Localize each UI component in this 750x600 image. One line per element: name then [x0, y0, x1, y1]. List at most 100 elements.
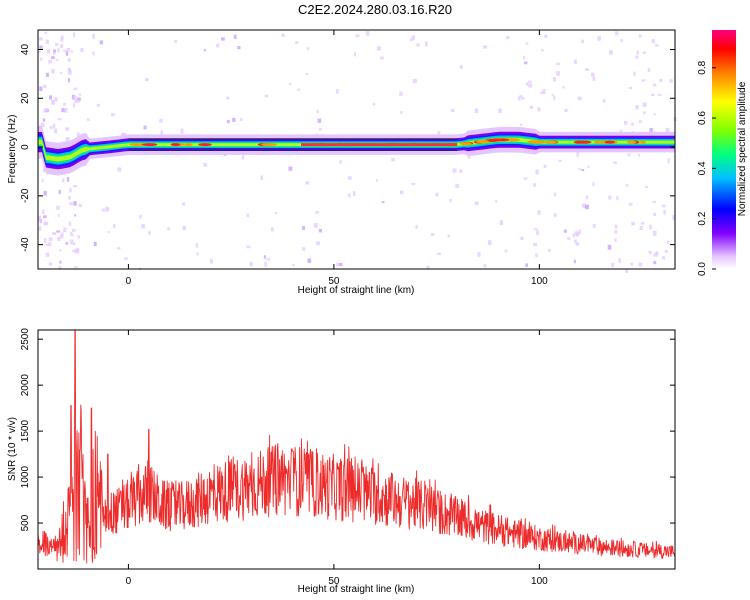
spectrogram-speckle [68, 196, 71, 200]
spectrogram-speckle [55, 43, 59, 46]
spectrogram-hot-spot [129, 143, 146, 147]
spectrogram-speckle [264, 94, 269, 98]
spectrogram-speckle [553, 95, 556, 101]
spectrogram-speckle [552, 77, 556, 82]
spectrogram-speckle [541, 48, 544, 52]
spectrogram-speckle [260, 175, 264, 180]
spectrogram-speckle [587, 165, 590, 168]
spectrogram-speckle [653, 212, 657, 217]
spectrogram-speckle [60, 44, 64, 49]
spectrogram-y-tick-label: 40 [20, 44, 31, 56]
spectrogram-hot-spot [504, 138, 521, 142]
spectrogram-speckle [614, 224, 618, 229]
spectrogram-speckle [174, 39, 177, 44]
spectrogram-speckle [540, 91, 544, 95]
spectrogram-speckle [592, 223, 596, 228]
spectrogram-speckle [57, 213, 60, 217]
spectrogram-speckle [195, 243, 199, 248]
spectrogram-speckle [316, 241, 320, 246]
snr-x-tick-label: 50 [328, 576, 340, 587]
spectrogram-speckle [399, 190, 404, 195]
spectrogram-speckle [614, 230, 618, 234]
spectrogram-speckle [400, 111, 403, 114]
spectrogram-speckle [437, 131, 441, 135]
spectrogram-speckle [517, 96, 521, 101]
spectrogram-speckle [657, 93, 662, 97]
spectrogram-speckle [608, 195, 612, 200]
spectrogram-ridge-core [301, 143, 458, 147]
spectrogram-speckle [63, 49, 67, 52]
spectrogram-speckle [652, 230, 657, 236]
spectrogram-speckle [78, 203, 82, 208]
spectrogram-speckle [537, 210, 541, 215]
snr-x-tick-label: 100 [531, 576, 548, 587]
spectrogram-speckle [649, 224, 652, 230]
spectrogram-speckle [591, 72, 595, 77]
spectrogram-hot-spot [604, 140, 616, 144]
spectrogram-speckle [336, 262, 339, 267]
spectrogram-speckle [70, 50, 73, 53]
spectrogram-speckle [68, 221, 72, 226]
spectrogram-speckle [73, 95, 77, 101]
spectrogram-speckle [652, 83, 657, 87]
spectrogram-speckle [72, 249, 77, 253]
spectrogram-speckle [318, 228, 323, 233]
spectrogram-speckle [246, 213, 250, 218]
spectrogram-speckle [92, 51, 95, 56]
spectrogram-speckle [379, 56, 384, 60]
spectrogram-speckle [64, 107, 68, 113]
spectrogram-frame [37, 29, 676, 270]
spectrogram-speckle [536, 230, 539, 235]
spectrogram-speckle [66, 47, 71, 52]
spectrogram-y-tick-label: 20 [20, 92, 31, 104]
spectrogram-speckle [592, 182, 595, 187]
spectrogram-speckle [117, 167, 122, 172]
spectrogram-speckle [474, 201, 479, 205]
spectrogram-speckle [573, 59, 577, 65]
spectrogram-speckle [504, 249, 508, 253]
spectrogram-speckle [553, 192, 557, 197]
spectrogram-speckle [182, 225, 187, 231]
snr-x-tick-label: 0 [126, 576, 132, 587]
spectrogram-y-ticks: 40 20 0 -20 -40 [20, 44, 675, 252]
spectrogram-speckle [647, 68, 651, 73]
spectrogram-x-tick-label: 100 [531, 276, 548, 287]
spectrogram-speckle [581, 39, 584, 43]
spectrogram-speckle [615, 31, 619, 36]
spectrogram-speckle [628, 86, 633, 90]
spectrogram-hot-spot [626, 140, 637, 144]
colorbar-ticks: 0.0 0.2 0.4 0.6 0.8 [697, 60, 716, 276]
spectrogram-speckle [450, 108, 455, 112]
snr-y-tick-label: 1500 [20, 420, 31, 443]
spectrogram-speckle [573, 259, 576, 264]
spectrogram-speckle [614, 238, 617, 243]
spectrogram-speckle [73, 87, 78, 91]
spectrogram-speckle [525, 263, 528, 267]
spectrogram-speckle [424, 41, 428, 47]
spectrogram-speckle [533, 228, 538, 231]
spectrogram-speckle [577, 96, 582, 101]
spectrogram-speckle [353, 191, 356, 197]
spectrogram-speckle [306, 47, 310, 50]
spectrogram-speckle [459, 169, 463, 173]
spectrogram-speckle [39, 37, 43, 41]
spectrogram-speckle [542, 89, 546, 94]
spectrogram-speckle [585, 195, 589, 200]
spectrogram-speckle [459, 65, 463, 69]
spectrogram-speckle [648, 250, 652, 255]
snr-y-ticks: 500 1000 1500 2000 2500 [20, 328, 675, 531]
snr-y-tick-label: 2500 [20, 328, 31, 351]
spectrogram-speckle [307, 258, 312, 263]
spectrogram-speckle [302, 225, 306, 230]
spectrogram-speckle [602, 99, 606, 103]
spectrogram-speckle [411, 35, 416, 41]
spectrogram-speckle [49, 95, 53, 100]
spectrogram-speckle [69, 202, 74, 206]
spectrogram-speckle [528, 83, 533, 88]
spectrogram-speckle [574, 239, 577, 244]
spectrogram-speckle [548, 248, 551, 252]
spectrogram-speckle [391, 158, 395, 162]
spectrogram-hot-spot [184, 143, 193, 147]
spectrogram-speckle [655, 44, 659, 47]
spectrogram-speckle [39, 86, 43, 92]
